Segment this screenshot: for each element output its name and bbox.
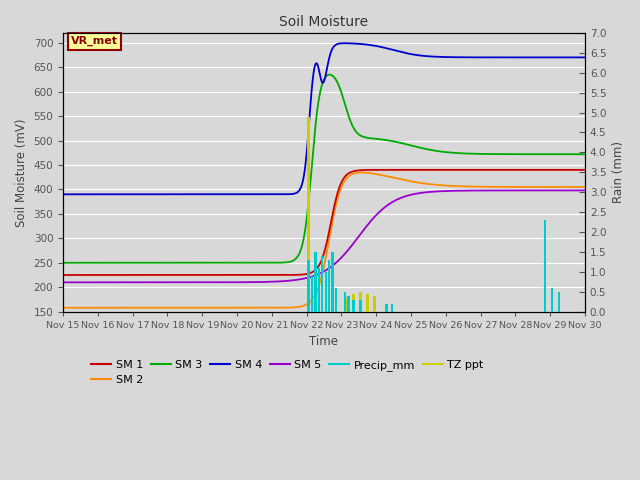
Bar	[314, 288, 317, 312]
Bar	[310, 276, 313, 312]
Bar	[550, 288, 553, 312]
Legend: SM 1, SM 2, SM 3, SM 4, SM 5, Precip_mm, TZ ppt: SM 1, SM 2, SM 3, SM 4, SM 5, Precip_mm,…	[87, 355, 488, 390]
Y-axis label: Soil Moisture (mV): Soil Moisture (mV)	[15, 118, 28, 227]
Title: Soil Moisture: Soil Moisture	[280, 15, 369, 29]
Bar	[373, 296, 376, 312]
Bar	[353, 294, 355, 312]
Bar	[332, 252, 334, 312]
Y-axis label: Rain (mm): Rain (mm)	[612, 141, 625, 204]
Bar	[544, 302, 546, 312]
Bar	[557, 292, 560, 312]
Bar	[344, 292, 346, 312]
Bar	[346, 298, 348, 312]
Bar	[321, 256, 323, 312]
Bar	[544, 220, 546, 312]
Bar	[321, 296, 323, 312]
Bar	[314, 252, 317, 312]
Bar	[328, 260, 330, 312]
Bar	[359, 300, 362, 312]
Bar	[359, 292, 362, 312]
Bar	[347, 296, 349, 312]
Bar	[307, 117, 310, 312]
Bar	[324, 272, 327, 312]
X-axis label: Time: Time	[310, 335, 339, 348]
Bar	[366, 294, 369, 312]
Text: VR_met: VR_met	[71, 36, 118, 47]
Bar	[317, 268, 320, 312]
Bar	[385, 304, 388, 312]
Bar	[307, 260, 310, 312]
Bar	[390, 304, 393, 312]
Bar	[353, 300, 355, 312]
Bar	[335, 288, 337, 312]
